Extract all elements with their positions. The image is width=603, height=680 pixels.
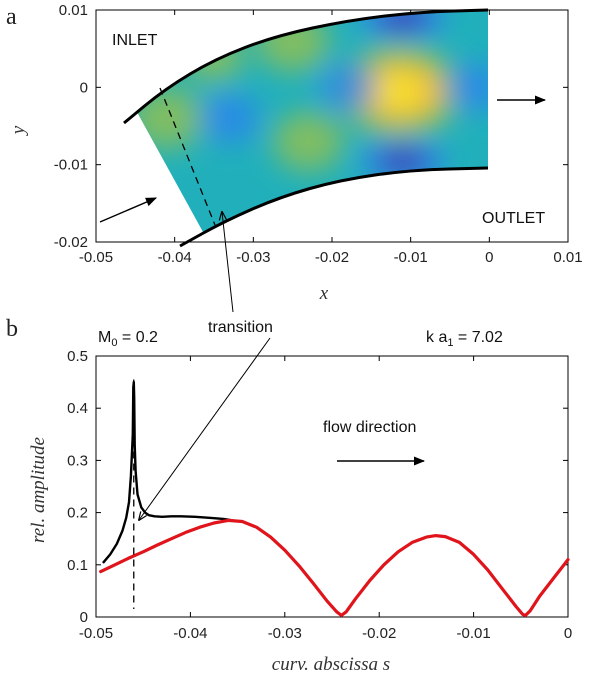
panel-a-xtick-label: -0.04 <box>158 249 192 266</box>
panel-b-xtick-label: 0 <box>564 625 572 642</box>
heatmap-field <box>137 10 488 232</box>
panel-b-label: b <box>6 316 18 342</box>
outlet-label: OUTLET <box>482 210 545 227</box>
panel-a-ytick-label: -0.02 <box>54 234 88 251</box>
heatmap-blob <box>199 92 260 144</box>
panel-a-ylabel: y <box>8 125 29 136</box>
panel-b-xtick-label: -0.04 <box>173 625 207 642</box>
heatmap-blob <box>445 63 488 112</box>
panel-a-xtick-label: 0.01 <box>553 249 582 266</box>
panel-b-axes <box>95 355 569 618</box>
panel-a-xtick-label: -0.01 <box>394 249 428 266</box>
panel-a-xtick-label: -0.05 <box>79 249 113 266</box>
heatmap-blob <box>184 31 244 82</box>
panel-b-ytick-label: 0.2 <box>67 505 88 522</box>
transition-arrow-a <box>222 212 234 313</box>
panel-b-ylabel: rel. amplitude <box>28 437 49 543</box>
panel-a-ytick-label: 0 <box>80 79 88 96</box>
panel-b-xtick-label: -0.05 <box>79 625 113 642</box>
panel-a-xtick-label: 0 <box>485 249 493 266</box>
panel-a-xtick-label: -0.02 <box>315 249 349 266</box>
panel-b-xtick-label: -0.03 <box>268 625 302 642</box>
panel-b-ytick-label: 0.3 <box>67 452 88 469</box>
transition-line-a <box>159 87 216 226</box>
series-line-black <box>102 380 235 564</box>
transition-arrow-b <box>139 337 271 520</box>
helmholtz-number-label: k a1 = 7.02 <box>426 329 503 349</box>
panel-b-xtick-label: -0.01 <box>456 625 490 642</box>
flow-direction-label: flow direction <box>323 419 416 436</box>
panel-b-xlabel: curv. abscissa s <box>272 654 390 675</box>
panel-a-xlabel: x <box>319 283 329 304</box>
duct-outer-wall <box>123 8 489 125</box>
transition-label: transition <box>208 319 273 336</box>
heatmap-blob <box>319 63 377 112</box>
heatmap-blob <box>273 111 344 172</box>
inlet-label: INLET <box>112 32 158 49</box>
panel-b-ytick-label: 0.4 <box>67 400 88 417</box>
panel-a-xtick-label: -0.03 <box>236 249 270 266</box>
inlet-arrow <box>99 197 158 223</box>
heatmap-trough <box>378 148 427 173</box>
duct-inner-wall <box>179 166 489 248</box>
series-line-red <box>99 518 570 617</box>
heatmap-trough <box>378 10 427 30</box>
panel-b-ytick-label: 0.5 <box>67 348 88 365</box>
panel-a-label: a <box>6 4 17 30</box>
panel-a-ytick-label: -0.01 <box>54 157 88 174</box>
heatmap-blob <box>137 86 204 150</box>
heatmap-peak <box>374 75 423 108</box>
panel-a-ytick-label: 0.01 <box>59 2 88 19</box>
panel-b-ytick-label: 0 <box>80 609 88 626</box>
panel-b-ytick-label: 0.1 <box>67 557 88 574</box>
mach-number-label: M0 = 0.2 <box>98 329 158 349</box>
panel-b-xtick-label: -0.02 <box>362 625 396 642</box>
